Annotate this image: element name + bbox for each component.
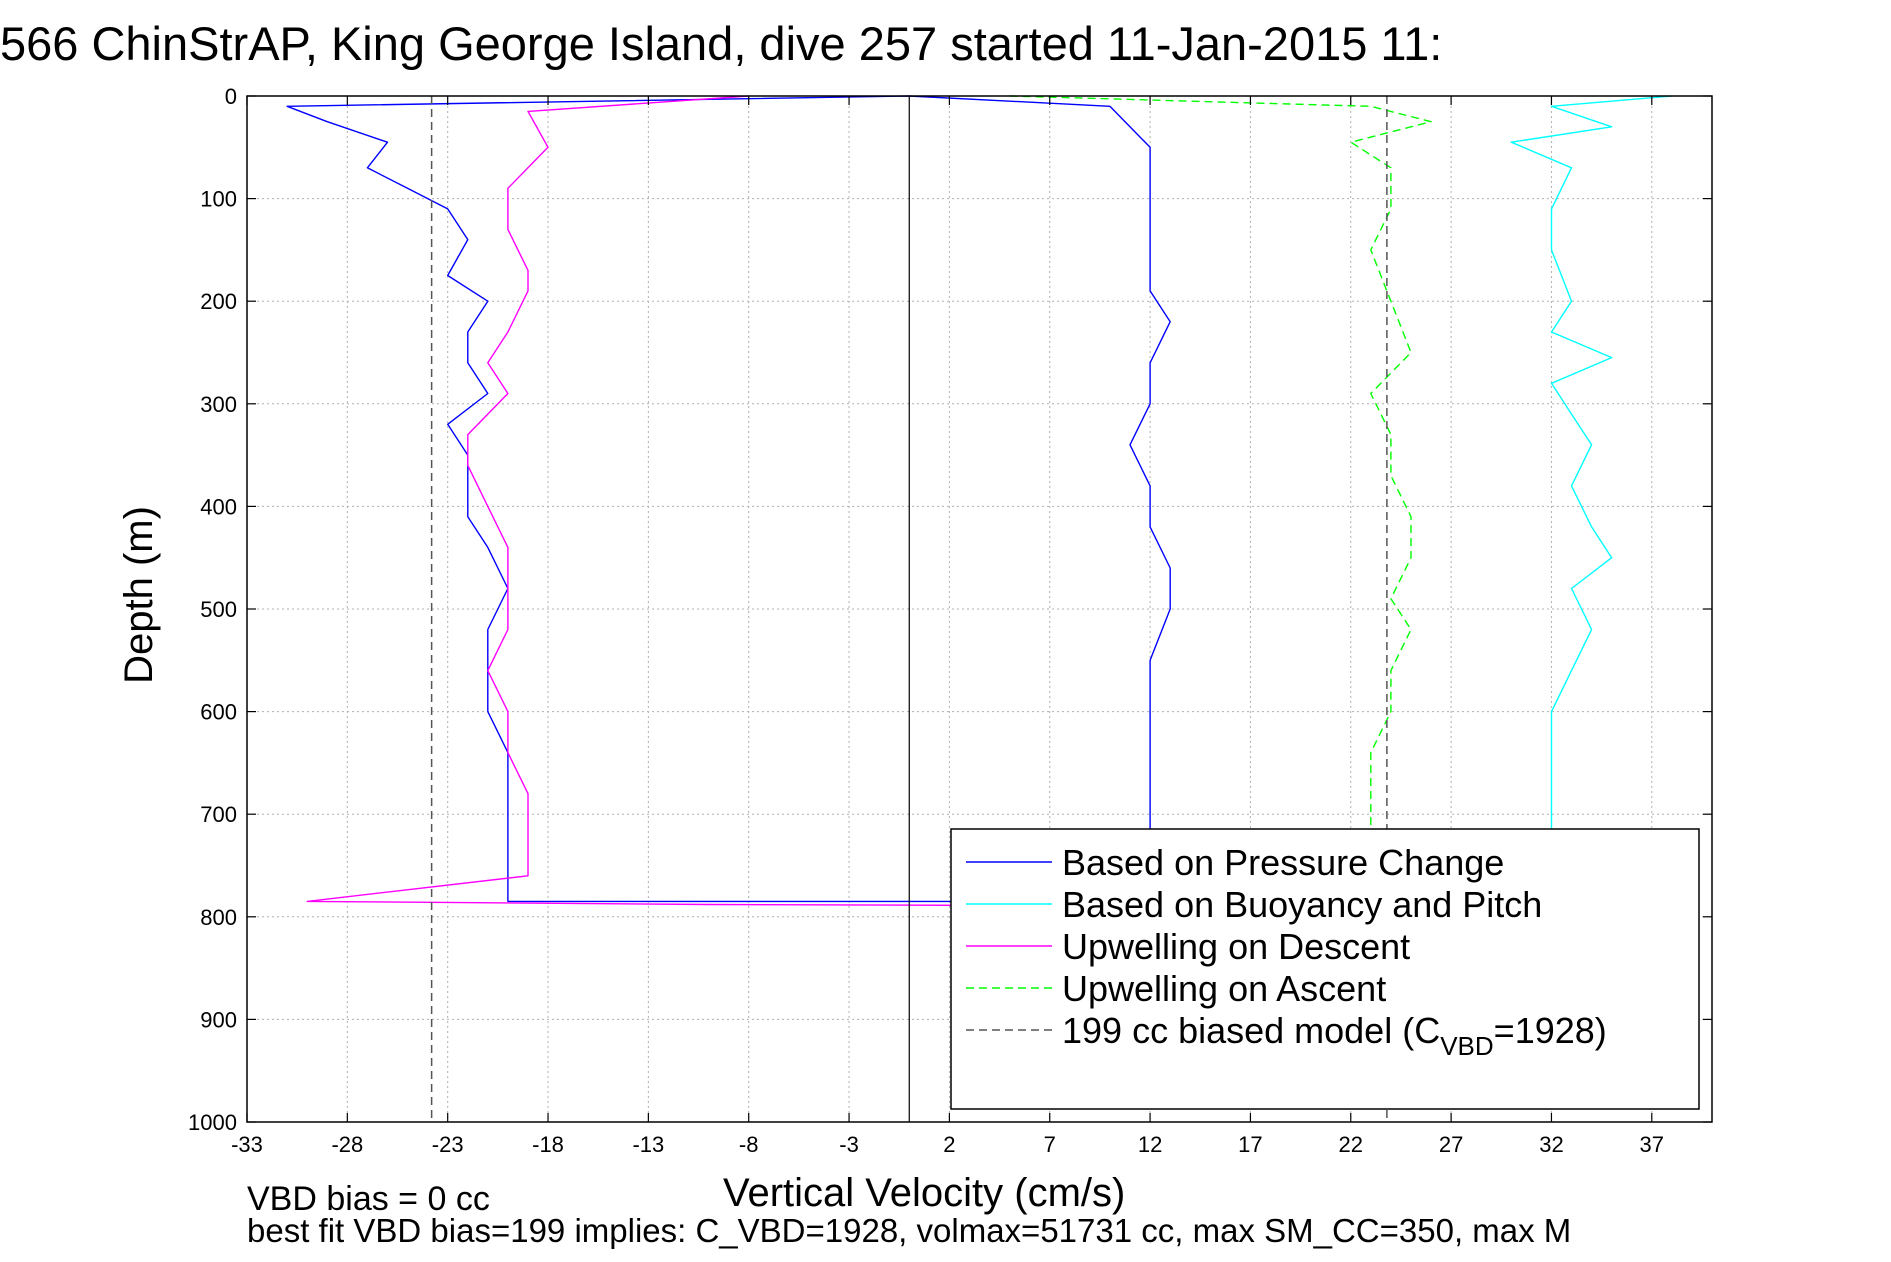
x-tick-label: -8 [739,1132,759,1157]
series-line-upwelling-on-descent [306,95,1010,907]
y-tick-label: 1000 [188,1110,237,1135]
chart-title: 566 ChinStrAP, King George Island, dive … [0,17,1442,70]
x-tick-label: -33 [231,1132,263,1157]
x-tick-label: 27 [1439,1132,1463,1157]
x-tick-label: -23 [432,1132,464,1157]
x-tick-label: 32 [1539,1132,1563,1157]
axis-ticks [246,95,1712,1123]
series-line-upwelling-on-ascent [1009,95,1432,835]
y-tick-label: 500 [200,597,237,622]
y-tick-labels: 0 100 200 300 400 500 600 700 800 900 1000 [188,84,237,1135]
x-tick-label: 22 [1339,1132,1363,1157]
x-tick-label: 17 [1238,1132,1262,1157]
y-tick-label: 900 [200,1007,237,1032]
y-tick-label: 300 [200,392,237,417]
x-tick-label: 7 [1044,1132,1056,1157]
legend-label: Upwelling on Ascent [1062,968,1386,1009]
y-tick-label: 700 [200,802,237,827]
x-tick-label: 2 [943,1132,955,1157]
legend-label: Based on Pressure Change [1062,842,1504,883]
vbd-bias-annotation: VBD bias = 0 cc [247,1180,490,1218]
y-tick-label: 200 [200,289,237,314]
x-tick-label: -28 [331,1132,363,1157]
x-tick-label: -18 [532,1132,564,1157]
y-tick-label: 100 [200,187,237,212]
legend-label: Based on Buoyancy and Pitch [1062,884,1542,925]
x-axis-label: Vertical Velocity (cm/s) [723,1171,1125,1215]
x-tick-label: -13 [632,1132,664,1157]
x-tick-labels: -33 -28 -23 -18 -13 -8 -3 2 7 12 17 22 27 32 37 [231,1132,1664,1157]
y-axis-label: Depth (m) [117,506,161,684]
series-line-based-on-pressure-change [286,95,1171,903]
series-lines [286,95,1672,1122]
legend-label: Upwelling on Descent [1062,926,1410,967]
y-tick-label: 600 [200,700,237,725]
x-tick-label: -3 [839,1132,859,1157]
y-tick-label: 0 [225,84,237,109]
series-line-based-on-buoyancy-and-pitch [1510,95,1672,835]
x-tick-label: 12 [1138,1132,1162,1157]
y-tick-label: 400 [200,494,237,519]
best-fit-annotation: best fit VBD bias=199 implies: C_VBD=192… [247,1212,1571,1249]
y-tick-label: 800 [200,905,237,930]
x-tick-label: 37 [1640,1132,1664,1157]
legend-box [950,828,1700,1110]
